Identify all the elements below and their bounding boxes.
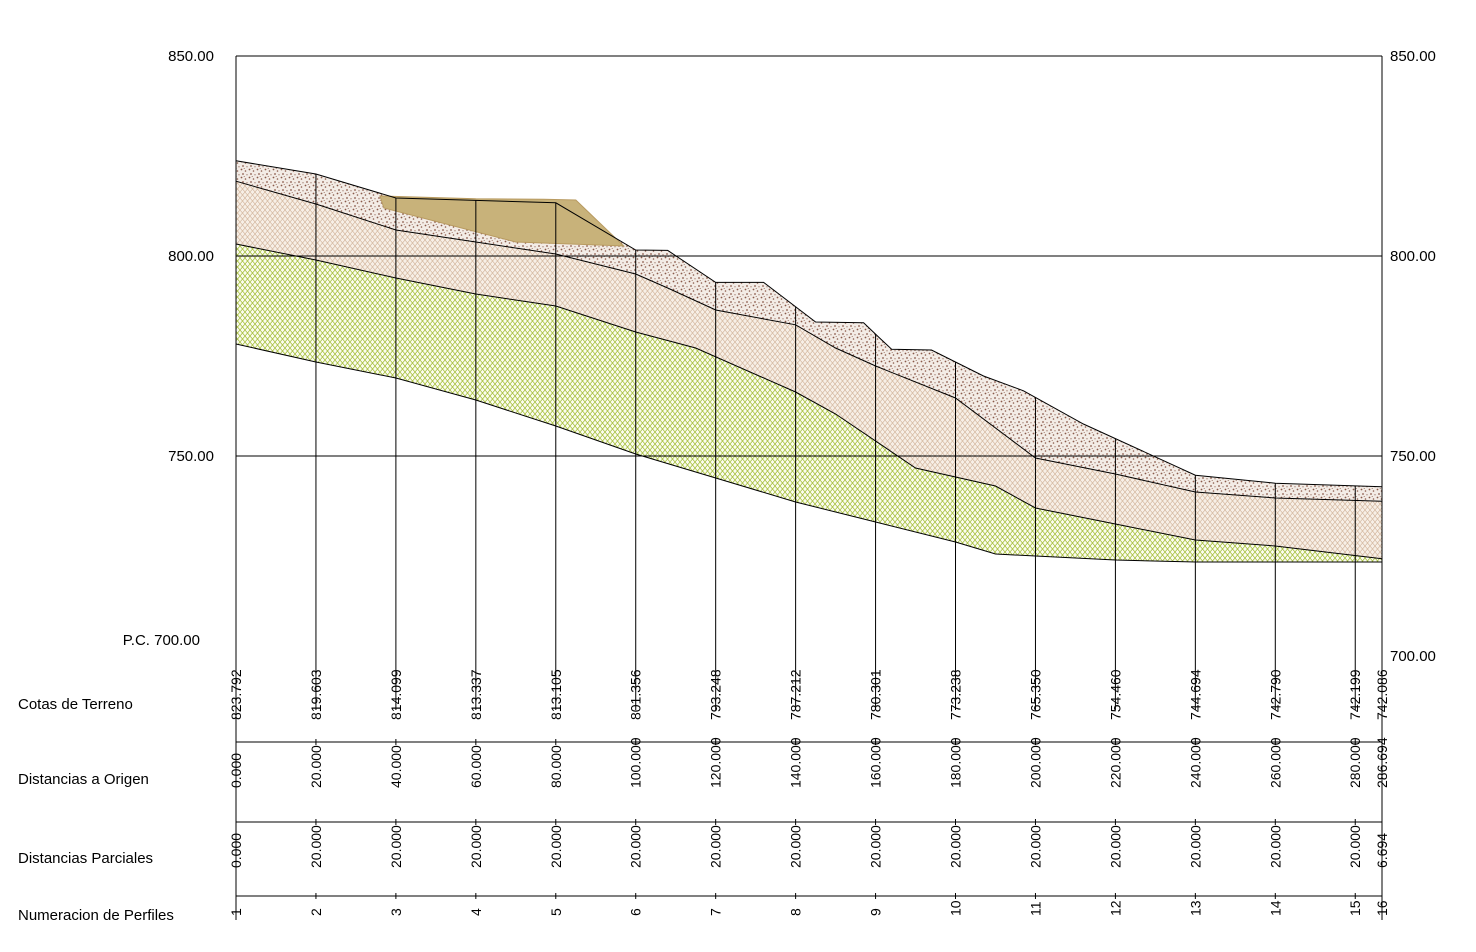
layer-gravel bbox=[236, 160, 1382, 502]
profile-number: 7 bbox=[708, 908, 724, 916]
distance-partial-value: 20.000 bbox=[708, 825, 724, 868]
distance-partial-value: 20.000 bbox=[788, 825, 804, 868]
profile-number: 4 bbox=[468, 908, 484, 916]
distance-partial-value: 20.000 bbox=[948, 825, 964, 868]
cota-value: 742.790 bbox=[1267, 669, 1283, 720]
left-elevation-label: 800.00 bbox=[168, 248, 214, 265]
profile-number: 12 bbox=[1107, 900, 1123, 916]
distance-origin-value: 260.000 bbox=[1267, 737, 1283, 788]
distance-partial-value: 6.694 bbox=[1374, 833, 1390, 868]
layer3-boundary-line bbox=[235, 343, 1382, 563]
profile-number: 5 bbox=[548, 908, 564, 916]
distance-origin-value: 240.000 bbox=[1187, 737, 1203, 788]
distance-origin-value: 140.000 bbox=[788, 737, 804, 788]
distance-partial-value: 20.000 bbox=[1267, 825, 1283, 868]
profile-number: 8 bbox=[788, 908, 804, 916]
distance-partial-value: 20.000 bbox=[1347, 825, 1363, 868]
distance-partial-value: 20.000 bbox=[388, 825, 404, 868]
distance-origin-value: 286.694 bbox=[1374, 737, 1390, 788]
profile-number: 3 bbox=[388, 908, 404, 916]
cota-value: 742.086 bbox=[1374, 669, 1390, 720]
distance-origin-value: 220.000 bbox=[1107, 737, 1123, 788]
cota-value: 801.356 bbox=[628, 669, 644, 720]
right-elevation-label: 850.00 bbox=[1390, 48, 1436, 65]
profile-number: 1 bbox=[228, 908, 244, 916]
row-label-cotas: Cotas de Terreno bbox=[18, 696, 133, 713]
profile-number: 15 bbox=[1347, 900, 1363, 916]
profile-number: 10 bbox=[948, 900, 964, 916]
cota-value: 765.350 bbox=[1027, 669, 1043, 720]
cota-value: 813.105 bbox=[548, 669, 564, 720]
distance-origin-value: 280.000 bbox=[1347, 737, 1363, 788]
cota-value: 819.603 bbox=[308, 669, 324, 720]
profile-number: 6 bbox=[628, 908, 644, 916]
profile-number: 14 bbox=[1267, 900, 1283, 916]
distance-origin-value: 60.000 bbox=[468, 745, 484, 788]
distance-origin-value: 160.000 bbox=[868, 737, 884, 788]
table-row-labels: Cotas de Terreno Distancias a Origen Dis… bbox=[18, 696, 174, 924]
soil-layers bbox=[235, 160, 1383, 563]
cota-value: 813.337 bbox=[468, 669, 484, 720]
layer2-boundary-line bbox=[235, 243, 1383, 560]
distance-origin-value: 180.000 bbox=[948, 737, 964, 788]
row-label-distancias-origen: Distancias a Origen bbox=[18, 771, 149, 788]
distance-origin-value: 100.000 bbox=[628, 737, 644, 788]
row-label-distancias-parciales: Distancias Parciales bbox=[18, 850, 153, 867]
distance-partial-value: 20.000 bbox=[628, 825, 644, 868]
grid-lines bbox=[236, 255, 1382, 457]
distance-origin-value: 20.000 bbox=[308, 745, 324, 788]
profile-number: 16 bbox=[1374, 900, 1390, 916]
layer-green bbox=[236, 244, 1382, 562]
distance-partial-value: 20.000 bbox=[548, 825, 564, 868]
cota-value: 773.238 bbox=[948, 669, 964, 720]
left-elevation-label: 850.00 bbox=[168, 48, 214, 65]
row-label-numeracion: Numeracion de Perfiles bbox=[18, 907, 174, 924]
distance-partial-value: 20.000 bbox=[468, 825, 484, 868]
distance-origin-value: 0.000 bbox=[228, 753, 244, 788]
distance-partial-value: 20.000 bbox=[1187, 825, 1203, 868]
distance-partial-value: 0.000 bbox=[228, 833, 244, 868]
cota-value: 742.199 bbox=[1347, 669, 1363, 720]
profile-number: 13 bbox=[1187, 900, 1203, 916]
cota-value: 823.792 bbox=[228, 669, 244, 720]
right-elevation-label: 700.00 bbox=[1390, 648, 1436, 665]
cota-value: 814.099 bbox=[388, 669, 404, 720]
distance-partial-value: 20.000 bbox=[308, 825, 324, 868]
station-table: 823.7920.0000.0001819.60320.00020.000281… bbox=[228, 174, 1390, 916]
profile-number: 9 bbox=[868, 908, 884, 916]
plot-frame bbox=[235, 55, 1383, 920]
distance-origin-value: 80.000 bbox=[548, 745, 564, 788]
distance-partial-value: 20.000 bbox=[868, 825, 884, 868]
cota-value: 793.248 bbox=[708, 669, 724, 720]
profile-number: 2 bbox=[308, 908, 324, 916]
distance-partial-value: 20.000 bbox=[1107, 825, 1123, 868]
datum-label: P.C. 700.00 bbox=[123, 632, 200, 649]
right-elevation-label: 800.00 bbox=[1390, 248, 1436, 265]
cota-value: 780.301 bbox=[868, 669, 884, 720]
left-elevation-label: 750.00 bbox=[168, 448, 214, 465]
layer-tan bbox=[236, 181, 1382, 559]
profile-number: 11 bbox=[1027, 901, 1043, 916]
distance-origin-value: 120.000 bbox=[708, 737, 724, 788]
cota-value: 744.694 bbox=[1187, 669, 1203, 720]
distance-origin-value: 200.000 bbox=[1027, 737, 1043, 788]
distance-partial-value: 20.000 bbox=[1027, 825, 1043, 868]
elevation-labels: 850.00 800.00 750.00 P.C. 700.00 850.00 800.0… bbox=[123, 48, 1436, 665]
distance-origin-value: 40.000 bbox=[388, 745, 404, 788]
cota-value: 754.460 bbox=[1107, 669, 1123, 720]
right-elevation-label: 750.00 bbox=[1390, 448, 1436, 465]
cota-value: 787.212 bbox=[788, 669, 804, 720]
fill-embankment bbox=[379, 195, 625, 247]
